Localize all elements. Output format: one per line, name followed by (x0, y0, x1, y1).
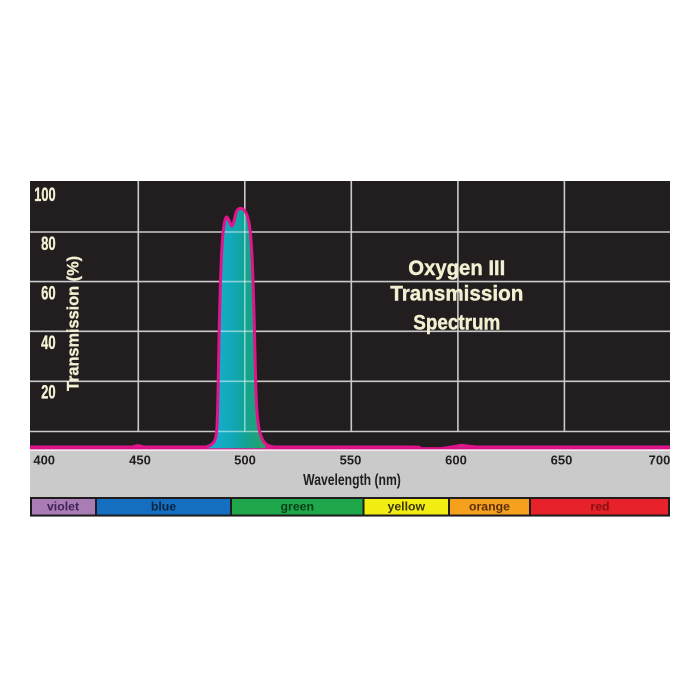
svg-text:80: 80 (41, 233, 56, 255)
svg-text:450: 450 (129, 453, 151, 468)
svg-text:Wavelength (nm): Wavelength (nm) (303, 472, 401, 489)
svg-text:red: red (590, 500, 609, 514)
svg-text:400: 400 (33, 453, 55, 468)
svg-text:600: 600 (445, 453, 467, 468)
svg-text:700: 700 (649, 453, 671, 468)
svg-text:orange: orange (469, 500, 510, 514)
svg-text:40: 40 (41, 332, 56, 354)
svg-text:Transmission (%): Transmission (%) (65, 256, 83, 391)
svg-text:blue: blue (151, 500, 176, 514)
svg-text:Oxygen III: Oxygen III (408, 256, 505, 280)
svg-text:Spectrum: Spectrum (413, 311, 500, 335)
svg-text:500: 500 (234, 453, 256, 468)
svg-text:550: 550 (340, 453, 362, 468)
svg-text:Transmission: Transmission (390, 282, 523, 306)
svg-text:650: 650 (551, 453, 573, 468)
svg-text:20: 20 (41, 382, 56, 404)
svg-text:100: 100 (34, 184, 55, 206)
svg-text:yellow: yellow (388, 500, 426, 514)
svg-text:green: green (281, 500, 315, 514)
svg-text:60: 60 (41, 283, 56, 305)
svg-text:violet: violet (47, 500, 79, 514)
